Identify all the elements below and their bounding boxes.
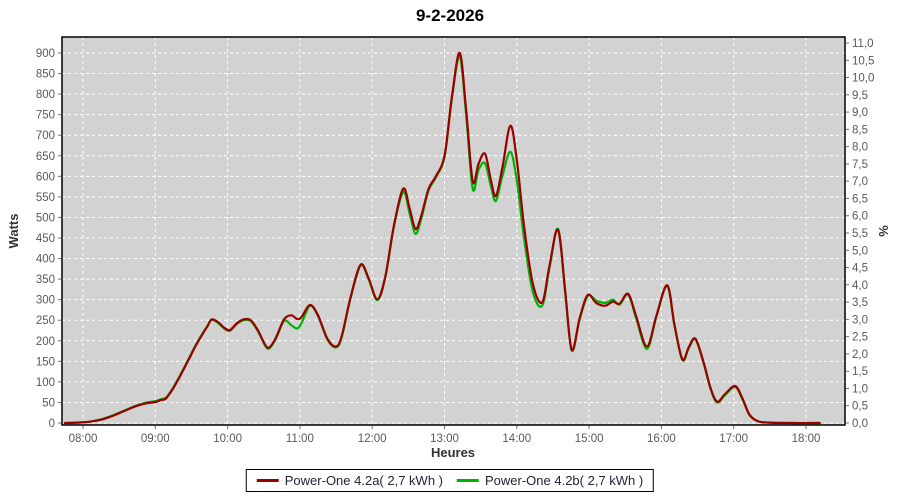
axis-tick-labels: 0 50 100 150 200 250 300 350 400 450 500 550 600 650 7… <box>36 38 875 445</box>
left-axis-tick-label: 500 <box>36 212 55 224</box>
left-axis-tick-label: 200 <box>36 336 55 348</box>
series-a-line <box>63 51 821 425</box>
left-axis-title: Watts <box>6 214 21 249</box>
right-axis-tick-label: 7,0 <box>852 176 868 188</box>
right-axis-tick-label: 2,5 <box>852 332 868 344</box>
left-axis-tick-label: 900 <box>36 48 55 60</box>
legend-item-series-a: Power-One 4.2a( 2,7 kWh ) <box>256 473 443 488</box>
right-axis-tick-label: 9,0 <box>852 107 868 119</box>
right-axis-tick-label: 3,5 <box>852 297 868 309</box>
right-axis-tick-label: 5,0 <box>852 245 868 257</box>
right-axis-tick-label: 10,0 <box>852 73 874 85</box>
right-axis-tick-label: 7,5 <box>852 159 868 171</box>
series-a-line-swatch <box>256 479 279 482</box>
right-axis-tick-label: 5,5 <box>852 228 868 240</box>
left-axis-tick-label: 700 <box>36 130 55 142</box>
left-axis-tick-label: 800 <box>36 89 55 101</box>
legend-item-series-b: Power-One 4.2b( 2,7 kWh ) <box>457 473 643 488</box>
x-axis-tick-label: 11:00 <box>286 433 314 445</box>
x-axis-tick-label: 09:00 <box>141 433 170 445</box>
right-axis-tick-label: 8,5 <box>852 124 868 136</box>
x-axis-tick-label: 15:00 <box>575 433 604 445</box>
left-axis-tick-label: 0 <box>49 418 55 430</box>
right-axis-tick-label: 0,5 <box>852 401 868 413</box>
plot-area <box>62 37 845 425</box>
legend-label-series-a: Power-One 4.2a( 2,7 kWh ) <box>284 473 443 488</box>
chart-title: 9-2-2026 <box>416 6 484 25</box>
right-axis-tick-label: 1,5 <box>852 366 868 378</box>
legend-label-series-b: Power-One 4.2b( 2,7 kWh ) <box>485 473 644 488</box>
series-b-line-swatch <box>457 479 479 482</box>
right-axis-tick-label: 0,0 <box>852 418 868 430</box>
x-axis-tick-label: 08:00 <box>69 433 98 445</box>
x-axis-tick-label: 12:00 <box>358 433 387 445</box>
x-axis-tick-label: 10:00 <box>213 433 242 445</box>
right-axis-tick-label: 1,0 <box>852 383 868 395</box>
plot-border <box>61 36 846 426</box>
axis-ticks <box>58 42 849 429</box>
x-axis-tick-label: 17:00 <box>719 433 748 445</box>
left-axis-tick-label: 450 <box>36 233 55 245</box>
left-axis-tick-label: 850 <box>36 69 55 81</box>
right-axis-title: % <box>876 225 891 237</box>
chart-render-root: 0 50 100 150 200 250 300 350 400 450 500 550 600 650 7… <box>36 36 875 445</box>
left-axis-tick-label: 550 <box>36 192 55 204</box>
right-axis-tick-label: 3,0 <box>852 314 868 326</box>
legend: Power-One 4.2a( 2,7 kWh ) Power-One 4.2b… <box>245 469 655 492</box>
right-axis-tick-label: 6,5 <box>852 193 868 205</box>
left-axis-tick-label: 650 <box>36 151 55 163</box>
grid-lines <box>62 37 845 425</box>
right-axis-tick-label: 4,5 <box>852 263 868 275</box>
left-axis-tick-label: 400 <box>36 254 55 266</box>
right-axis-tick-label: 9,5 <box>852 90 868 102</box>
left-axis-tick-label: 750 <box>36 110 55 122</box>
left-axis-tick-label: 600 <box>36 171 55 183</box>
x-axis-tick-label: 14:00 <box>502 433 531 445</box>
left-axis-tick-label: 300 <box>36 295 55 307</box>
right-axis-tick-label: 11,0 <box>852 38 874 50</box>
right-axis-tick-label: 2,0 <box>852 349 868 361</box>
left-axis-tick-label: 150 <box>36 356 55 368</box>
left-axis-tick-label: 100 <box>36 377 55 389</box>
x-axis-tick-label: 18:00 <box>792 433 821 445</box>
x-axis-tick-label: 16:00 <box>647 433 676 445</box>
left-axis-tick-label: 50 <box>42 397 55 409</box>
left-axis-tick-label: 350 <box>36 274 55 286</box>
right-axis-tick-label: 8,0 <box>852 142 868 154</box>
right-axis-tick-label: 10,5 <box>852 55 874 67</box>
x-axis-tick-label: 13:00 <box>430 433 459 445</box>
right-axis-tick-label: 6,0 <box>852 211 868 223</box>
left-axis-tick-label: 250 <box>36 315 55 327</box>
right-axis-tick-label: 4,0 <box>852 280 868 292</box>
x-axis-title: Heures <box>431 445 475 460</box>
